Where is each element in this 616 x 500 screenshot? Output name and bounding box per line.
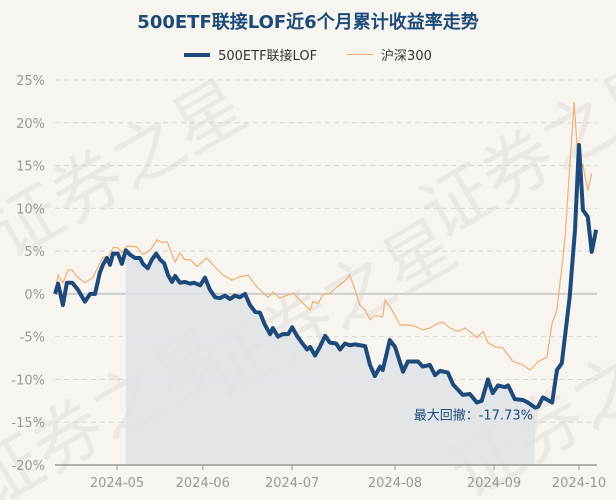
y-tick-label: -5% xyxy=(20,331,45,346)
drawdown-label: 最大回撤：-17.73% xyxy=(414,408,533,424)
legend-swatch-fund xyxy=(184,52,211,57)
legend: 500ETF联接LOF 沪深300 xyxy=(0,45,616,64)
legend-item-fund[interactable]: 500ETF联接LOF xyxy=(184,45,317,64)
legend-label-fund: 500ETF联接LOF xyxy=(218,49,318,64)
x-tick-label: 2024-05 xyxy=(90,476,144,491)
y-tick-label: 15% xyxy=(16,160,45,175)
x-tick-label: 2024-06 xyxy=(176,476,230,491)
drawdown-area xyxy=(125,250,535,465)
x-tick-label: 2024-08 xyxy=(368,476,422,491)
y-tick-label: -10% xyxy=(11,373,45,388)
y-tick-label: 0% xyxy=(24,288,45,303)
chart-title: 500ETF联接LOF近6个月累计收益率走势 xyxy=(137,12,479,33)
series-line-500etf xyxy=(53,143,599,410)
y-tick-label: -15% xyxy=(11,416,45,431)
watermark: 证券之星 xyxy=(406,44,616,255)
legend-label-index: 沪深300 xyxy=(381,49,432,64)
x-tick-label: 2024-10 xyxy=(552,476,606,491)
series-line-hs300 xyxy=(54,102,593,371)
y-tick-label: 5% xyxy=(24,245,45,260)
y-tick-label: 10% xyxy=(16,202,45,217)
y-tick-label: 25% xyxy=(16,74,45,89)
x-tick-label: 2024-07 xyxy=(265,476,319,491)
x-tick-label: 2024-09 xyxy=(467,476,521,491)
legend-swatch-index xyxy=(347,53,374,56)
y-tick-label: 20% xyxy=(16,117,45,132)
legend-item-index[interactable]: 沪深300 xyxy=(347,45,432,64)
y-tick-label: -20% xyxy=(11,459,45,474)
